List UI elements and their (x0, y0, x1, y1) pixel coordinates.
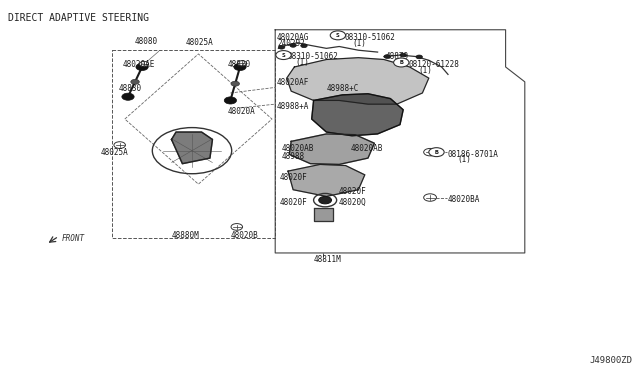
Text: 08120-61228: 08120-61228 (408, 60, 459, 69)
Circle shape (301, 44, 307, 48)
Text: 08310-51062: 08310-51062 (344, 33, 395, 42)
Text: 48820: 48820 (227, 60, 250, 69)
Text: 48830: 48830 (118, 84, 141, 93)
Circle shape (237, 61, 246, 66)
Text: 48880M: 48880M (172, 231, 199, 240)
Text: S: S (282, 52, 285, 58)
Text: (1): (1) (296, 58, 310, 67)
Text: 48025A: 48025A (186, 38, 213, 47)
Text: 48020F: 48020F (280, 173, 307, 182)
Text: 48020B: 48020B (230, 231, 258, 240)
Text: 48811M: 48811M (314, 255, 341, 264)
Text: (1): (1) (418, 66, 432, 75)
Circle shape (424, 148, 436, 156)
Polygon shape (172, 132, 212, 164)
Text: 48020F: 48020F (280, 198, 307, 207)
Polygon shape (289, 134, 374, 164)
Text: (1): (1) (352, 39, 366, 48)
Text: (1): (1) (457, 155, 471, 164)
Text: 48020AG: 48020AG (277, 33, 310, 42)
Polygon shape (312, 94, 403, 136)
Text: 48020AB: 48020AB (282, 144, 314, 153)
Text: 48020BA: 48020BA (448, 195, 481, 204)
Circle shape (400, 53, 406, 57)
Circle shape (416, 55, 422, 59)
Text: 48020F: 48020F (339, 187, 366, 196)
Circle shape (424, 194, 436, 201)
Text: 48879: 48879 (386, 52, 409, 61)
Text: 240292: 240292 (277, 39, 305, 48)
Text: S: S (336, 33, 340, 38)
Text: 48988: 48988 (282, 153, 305, 161)
Circle shape (278, 45, 285, 49)
Polygon shape (288, 164, 365, 196)
Circle shape (384, 55, 390, 58)
Text: 48020Q: 48020Q (339, 198, 366, 207)
Circle shape (319, 196, 332, 204)
Circle shape (231, 81, 239, 86)
Circle shape (276, 51, 291, 60)
Circle shape (231, 224, 243, 230)
Text: 48025A: 48025A (100, 148, 128, 157)
Text: 08310-51062: 08310-51062 (288, 52, 339, 61)
Text: DIRECT ADAPTIVE STEERING: DIRECT ADAPTIVE STEERING (8, 13, 148, 23)
Circle shape (429, 148, 444, 157)
Circle shape (234, 63, 246, 71)
Circle shape (290, 44, 296, 47)
Text: 48020AB: 48020AB (351, 144, 383, 153)
Circle shape (330, 31, 346, 40)
Circle shape (114, 142, 125, 148)
Text: 08186-8701A: 08186-8701A (448, 150, 499, 158)
Text: J49800ZD: J49800ZD (589, 356, 632, 365)
Circle shape (394, 58, 409, 67)
Circle shape (136, 63, 148, 71)
Circle shape (122, 93, 134, 100)
Text: 48988+C: 48988+C (326, 84, 359, 93)
Polygon shape (287, 58, 429, 104)
Text: 48020A: 48020A (227, 107, 255, 116)
Text: 48080: 48080 (134, 37, 157, 46)
Circle shape (224, 97, 237, 104)
Text: 48020AE: 48020AE (123, 60, 156, 69)
Text: B: B (399, 60, 403, 65)
Text: 48020AF: 48020AF (277, 78, 310, 87)
Text: B: B (435, 150, 438, 155)
Circle shape (131, 79, 140, 84)
Circle shape (140, 61, 148, 67)
Polygon shape (314, 208, 333, 221)
Text: FRONT: FRONT (62, 234, 85, 243)
Text: 48988+A: 48988+A (277, 102, 310, 110)
